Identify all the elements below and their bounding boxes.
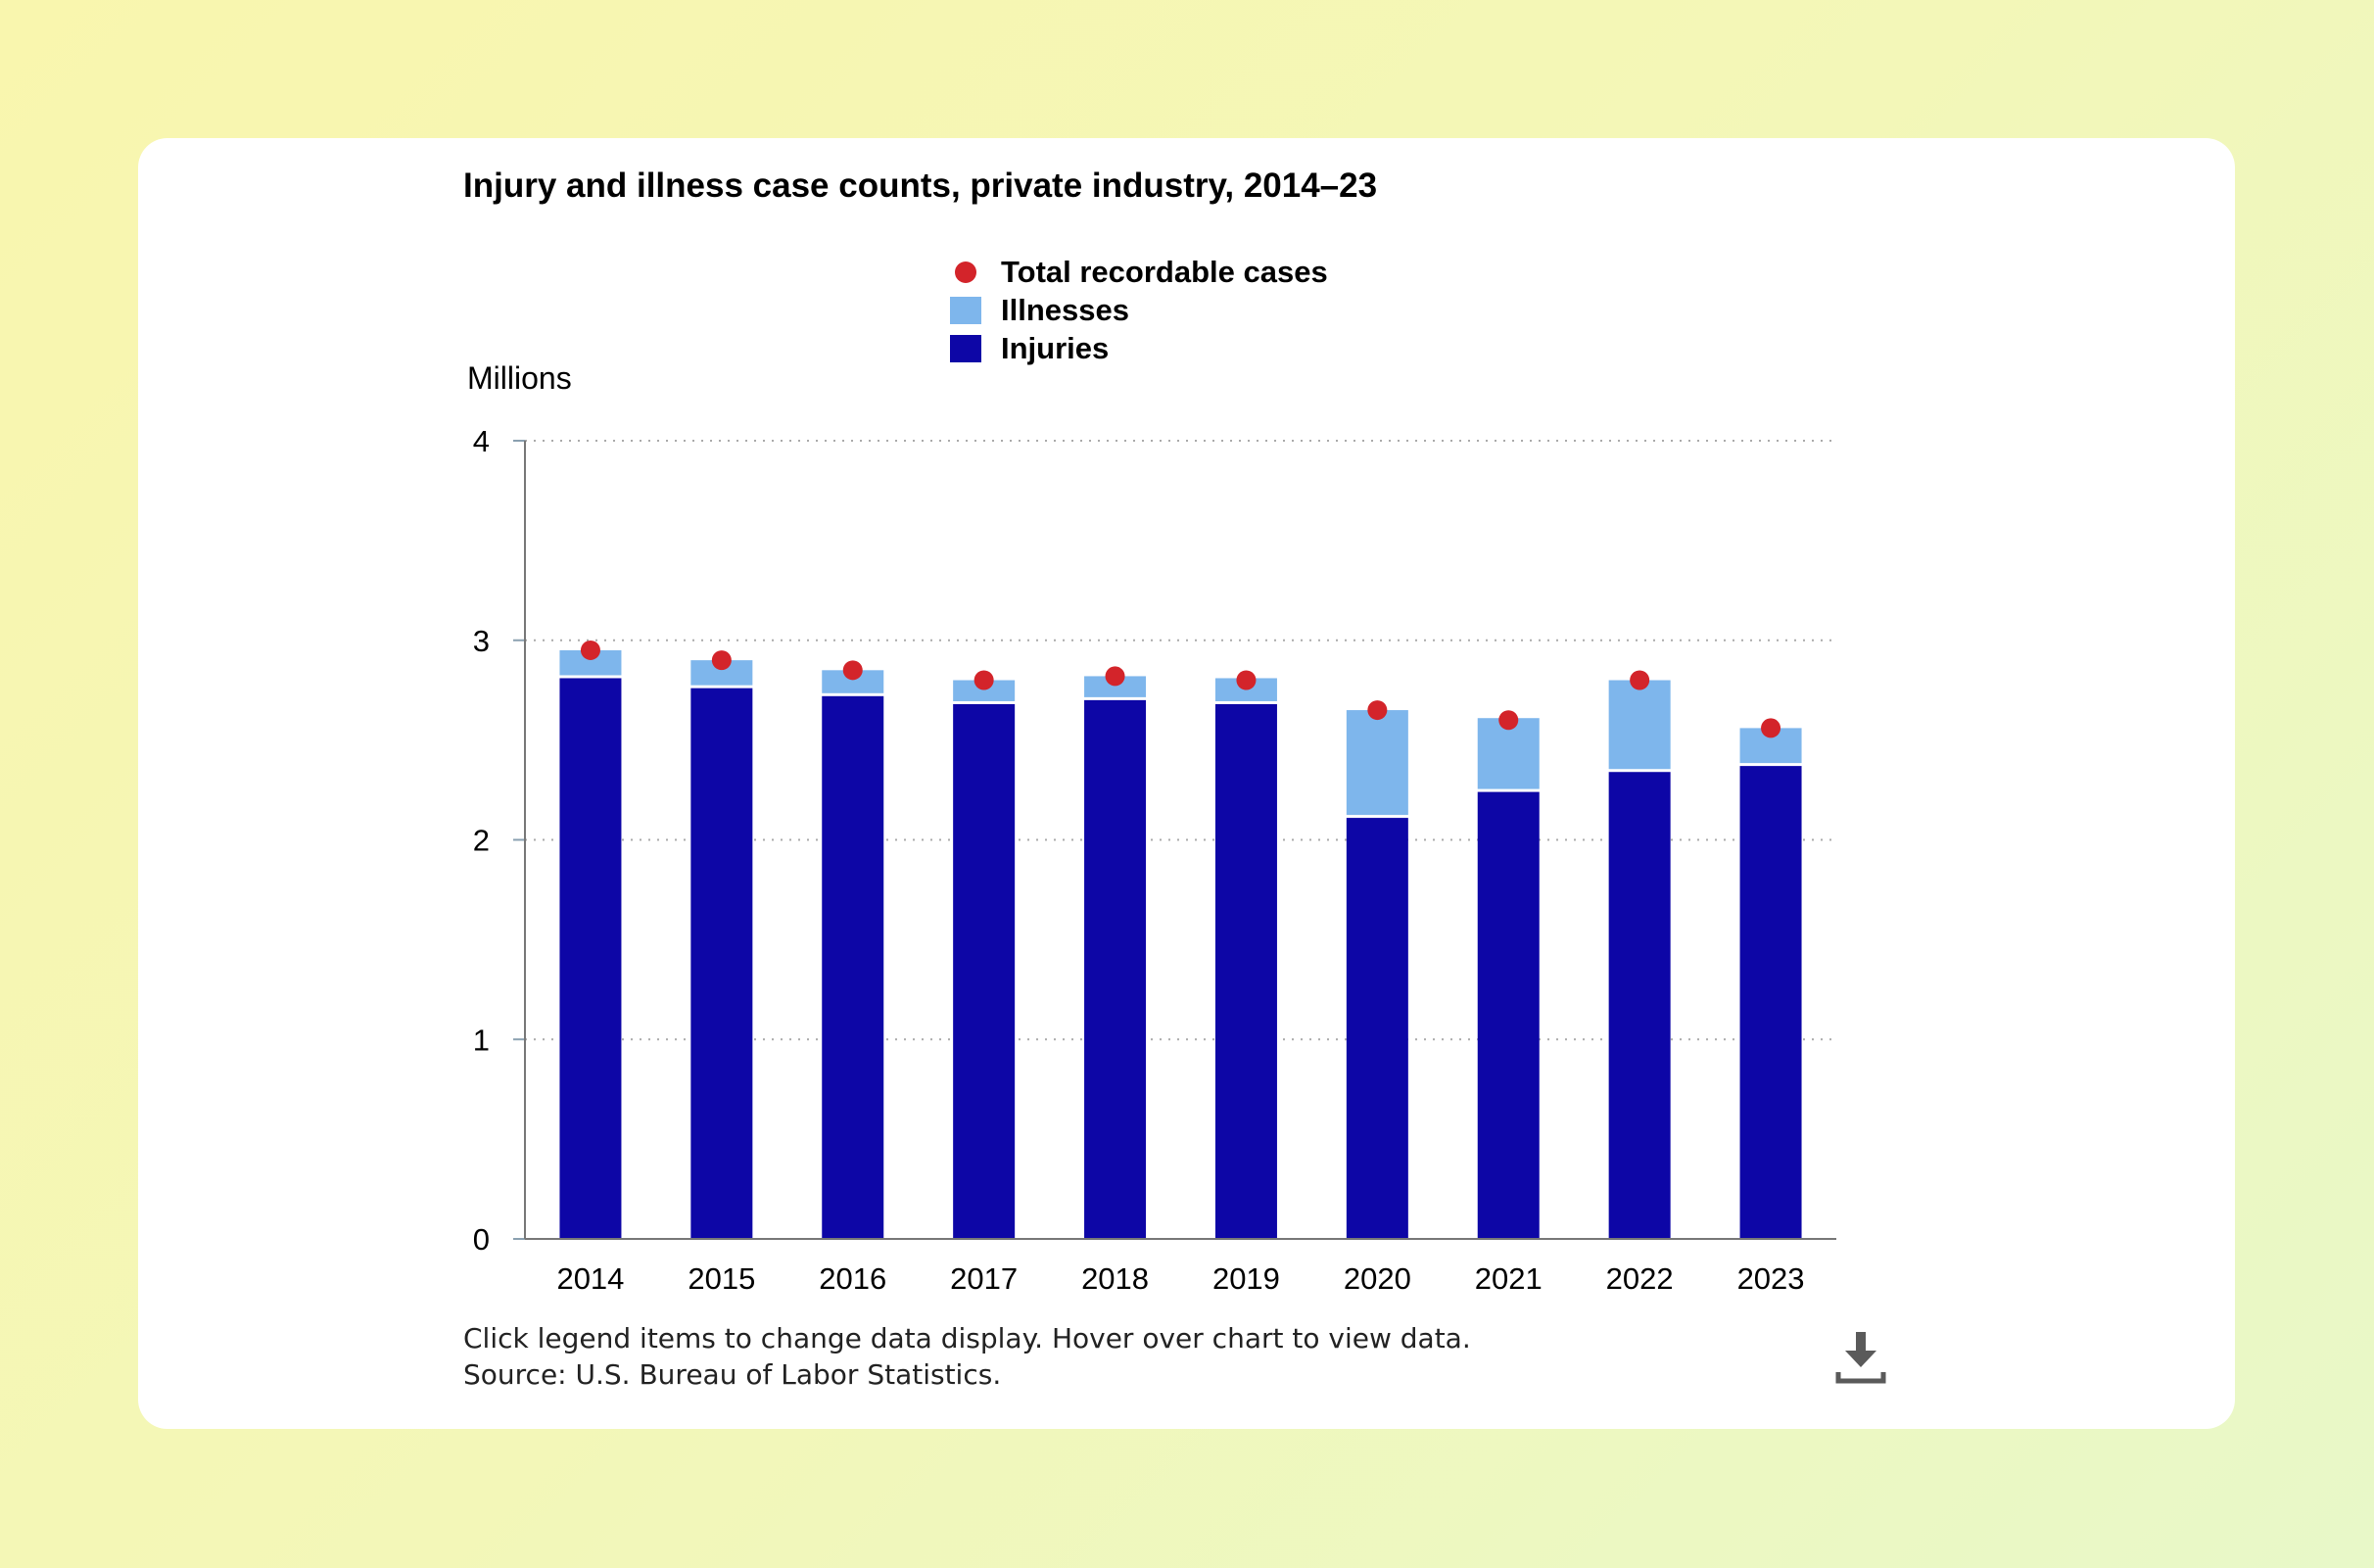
point-total xyxy=(711,650,732,671)
point-total xyxy=(1367,700,1388,721)
point-total xyxy=(1761,718,1781,738)
point-total xyxy=(842,660,863,681)
y-tick-label: 1 xyxy=(473,1022,490,1057)
chart-card xyxy=(138,138,2235,1429)
bar-injuries xyxy=(1214,703,1277,1239)
legend-swatch-illnesses xyxy=(950,296,981,324)
bar-illnesses xyxy=(953,680,1016,701)
legend-label: Total recordable cases xyxy=(1001,254,1328,289)
bar-injuries xyxy=(1477,791,1540,1239)
point-total xyxy=(973,670,994,690)
bar-illnesses xyxy=(1084,676,1147,697)
footnote: Click legend items to change data displa… xyxy=(463,1320,1471,1393)
bar-injuries xyxy=(822,695,884,1239)
legend-marker-total xyxy=(955,261,976,283)
bar-injuries xyxy=(1739,766,1802,1239)
y-axis-label: Millions xyxy=(467,360,572,396)
bar-injuries xyxy=(953,703,1016,1239)
x-tick-label: 2014 xyxy=(556,1261,624,1296)
legend-item-illnesses[interactable]: Illnesses xyxy=(950,291,1328,329)
y-tick-label: 4 xyxy=(473,424,490,458)
footnote-source: Source: U.S. Bureau of Labor Statistics. xyxy=(463,1358,1002,1391)
point-total xyxy=(1236,670,1257,690)
download-button[interactable] xyxy=(1831,1329,1890,1388)
y-tick-label: 2 xyxy=(473,824,490,858)
point-total xyxy=(1630,670,1650,690)
legend-label: Illnesses xyxy=(1001,292,1129,327)
x-tick-label: 2020 xyxy=(1344,1261,1411,1296)
point-total xyxy=(580,640,600,660)
bar-injuries xyxy=(690,688,753,1239)
x-tick-label: 2016 xyxy=(819,1261,886,1296)
x-tick-label: 2021 xyxy=(1475,1261,1543,1296)
x-tick-label: 2023 xyxy=(1737,1261,1805,1296)
bar-illnesses xyxy=(822,670,884,693)
footnote-instructions: Click legend items to change data displa… xyxy=(463,1322,1471,1354)
chart-title: Injury and illness case counts, private … xyxy=(463,166,1378,205)
y-tick-label: 3 xyxy=(473,624,490,658)
legend: Total recordable cases Illnesses Injurie… xyxy=(950,253,1328,367)
y-tick-label: 0 xyxy=(473,1222,490,1257)
bar-illnesses xyxy=(1608,680,1671,770)
legend-swatch-injuries xyxy=(950,334,981,362)
x-tick-label: 2022 xyxy=(1606,1261,1674,1296)
point-total xyxy=(1498,710,1519,731)
bar-injuries xyxy=(1346,818,1408,1239)
legend-item-total[interactable]: Total recordable cases xyxy=(950,253,1328,291)
legend-label: Injuries xyxy=(1001,330,1110,365)
x-tick-label: 2018 xyxy=(1081,1261,1149,1296)
x-tick-label: 2017 xyxy=(950,1261,1018,1296)
bar-injuries xyxy=(559,678,622,1239)
bar-injuries xyxy=(1084,699,1147,1239)
x-tick-label: 2015 xyxy=(688,1261,755,1296)
bar-illnesses xyxy=(1346,710,1408,816)
legend-item-injuries[interactable]: Injuries xyxy=(950,329,1328,367)
bar-illnesses xyxy=(1477,718,1540,789)
point-total xyxy=(1105,666,1125,687)
x-tick-label: 2019 xyxy=(1212,1261,1280,1296)
download-icon xyxy=(1835,1332,1886,1384)
bar-injuries xyxy=(1608,772,1671,1239)
